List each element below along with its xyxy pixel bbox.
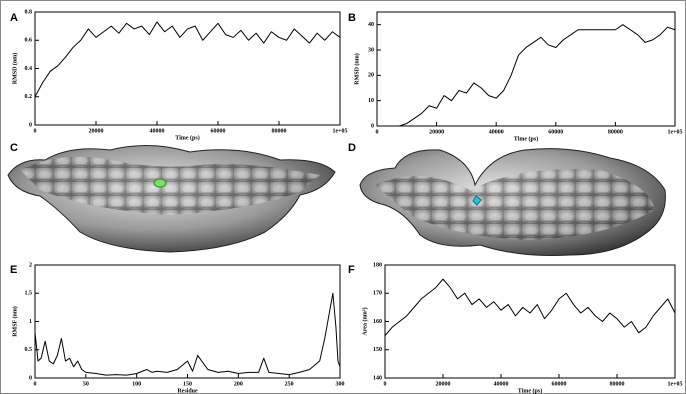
x-tick-label: 20000 [89,128,104,134]
x-tick-label: 1e+05 [667,381,682,387]
panel-label: D [348,142,356,154]
y-tick-label: 0 [371,123,374,129]
x-tick-label: 20000 [436,381,451,387]
data-line [35,293,340,375]
x-axis-label: Residue [177,388,198,394]
x-tick-label: 60000 [548,129,563,135]
data-line [35,22,340,97]
y-tick-label: 0 [29,122,32,128]
panel-label: C [10,142,18,154]
x-tick-label: 100 [132,381,141,387]
surface-c [8,145,335,252]
y-axis-label: RMSD (nm) [353,53,360,85]
y-tick-label: 1 [29,319,32,325]
x-tick-label: 0 [376,129,379,135]
x-tick-label: 200 [234,381,243,387]
y-axis-label: RMSD (nm) [11,53,18,85]
x-tick-label: 40000 [489,129,504,135]
y-tick-label: 0.2 [25,94,33,100]
panel-label: E [10,264,17,276]
x-tick-label: 300 [336,381,345,387]
surface-d [360,149,665,256]
y-tick-label: 0.6 [25,38,33,44]
y-axis-label: Area (nm²) [361,307,368,335]
y-tick-label: 30 [368,47,374,53]
y-tick-label: 0.8 [25,9,33,15]
panel-label: F [348,264,355,276]
y-tick-label: 1.5 [25,291,33,297]
y-tick-label: 0.5 [25,347,33,353]
y-tick-label: 160 [373,319,382,325]
x-tick-label: 60000 [552,381,567,387]
y-tick-label: 0.4 [25,66,33,72]
figure: A0200004000060000800001e+0500.20.40.60.8… [0,0,686,394]
x-tick-label: 0 [34,128,37,134]
y-tick-label: 20 [368,73,374,79]
y-tick-label: 2 [29,262,32,268]
y-tick-label: 140 [373,375,382,381]
panel-label: B [348,12,356,24]
x-tick-label: 80000 [608,129,623,135]
y-tick-label: 0 [29,375,32,381]
x-axis-label: Time (ps) [514,135,538,142]
x-tick-label: 60000 [211,128,226,134]
x-tick-label: 20000 [429,129,444,135]
plot-frame [377,12,675,126]
x-tick-label: 0 [384,381,387,387]
x-tick-label: 80000 [610,381,625,387]
x-tick-label: 1e+05 [667,129,682,135]
x-tick-label: 40000 [494,381,509,387]
data-line [385,279,675,336]
y-tick-label: 180 [373,262,382,268]
x-tick-label: 50 [83,381,89,387]
y-tick-label: 40 [368,22,374,28]
y-tick-label: 170 [373,291,382,297]
y-axis-label: RMSF (nm) [11,306,18,337]
data-line [377,25,675,126]
y-tick-label: 10 [368,98,374,104]
y-tick-label: 150 [373,347,382,353]
x-tick-label: 250 [285,381,294,387]
x-tick-label: 0 [34,381,37,387]
panel-label: A [10,12,18,24]
page: {"chart_data":[ {"type":"line","panel":"… [0,0,686,394]
x-tick-label: 40000 [150,128,165,134]
x-tick-label: 80000 [272,128,287,134]
x-axis-label: Time (ps) [518,387,542,394]
x-axis-label: Time (ps) [175,134,199,141]
x-tick-label: 1e+05 [332,128,347,134]
x-tick-label: 150 [183,381,192,387]
